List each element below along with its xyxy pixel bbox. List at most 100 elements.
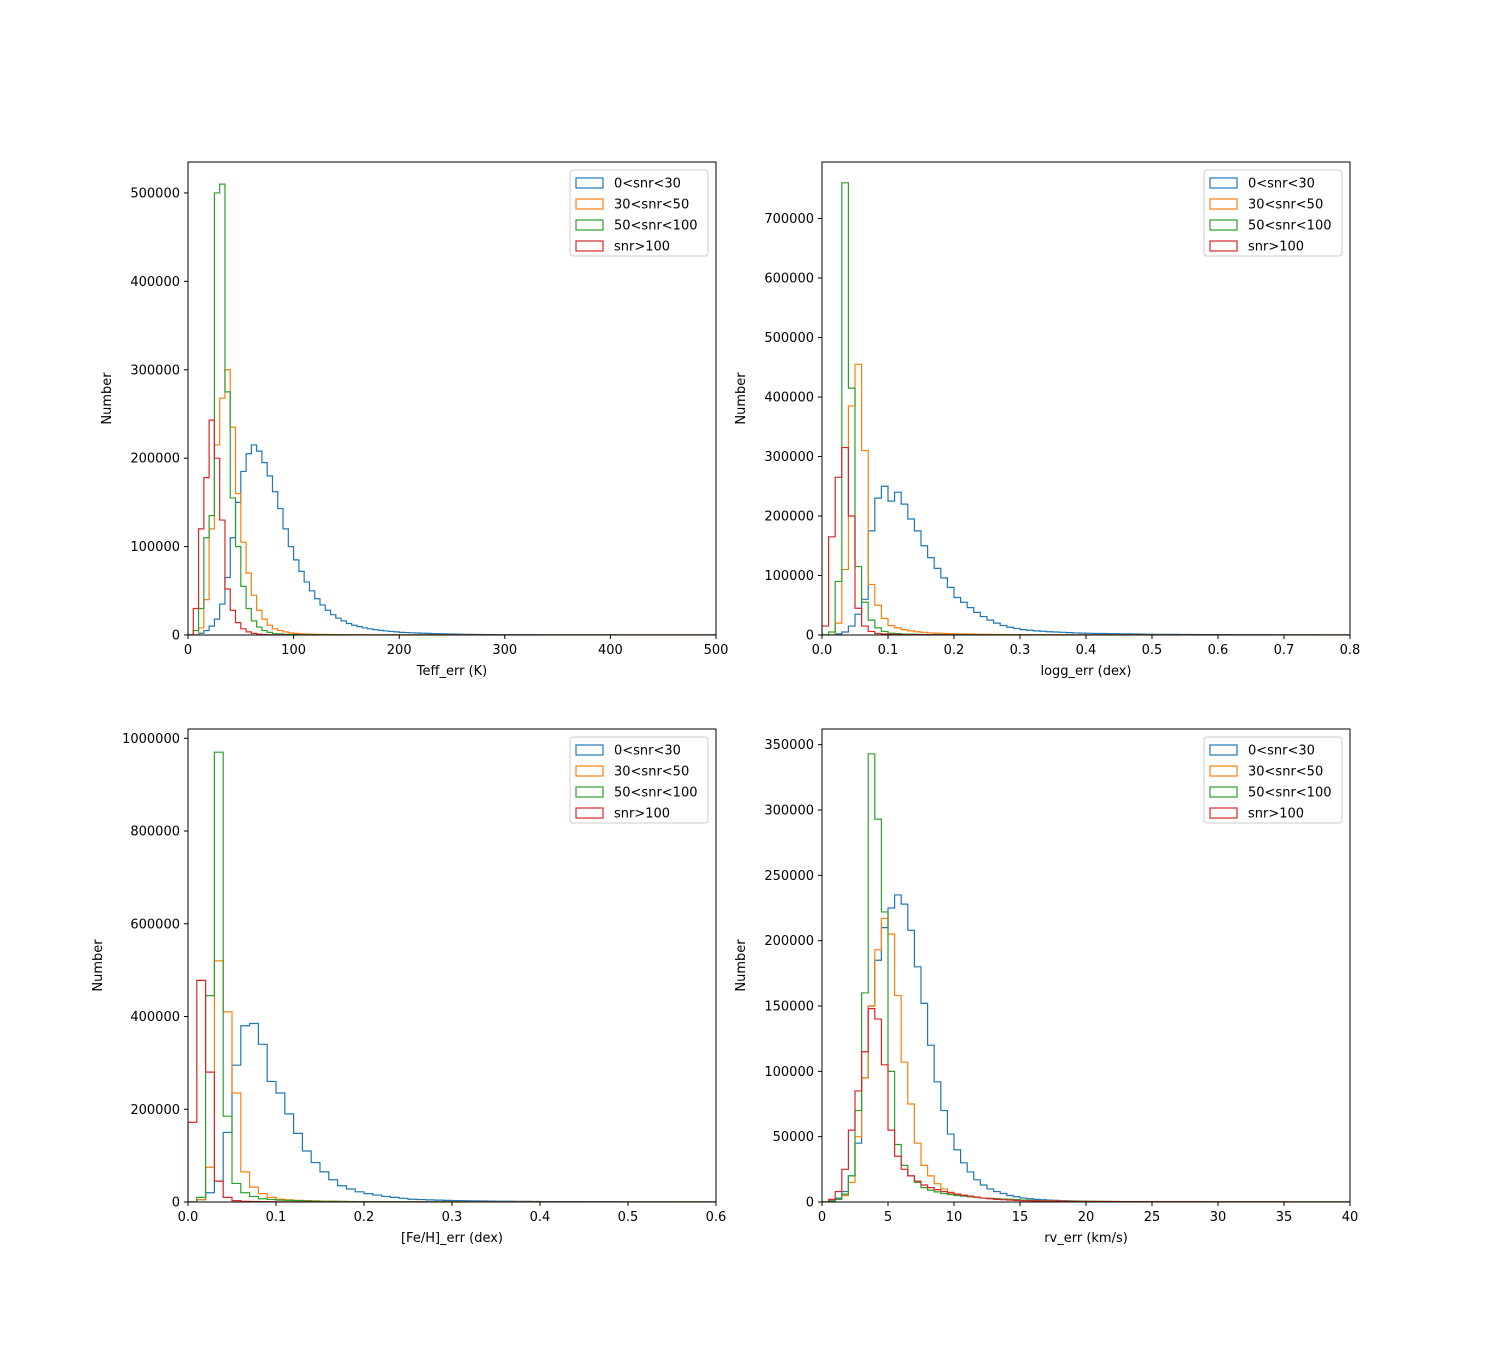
feh-err-x-tick-label-4: 0.4: [530, 1210, 551, 1225]
teff-err-x-axis-label: Teff_err (K): [416, 664, 487, 679]
logg-err-x-tick-label-3: 0.3: [1010, 643, 1031, 658]
logg-err-x-axis-label: logg_err (dex): [1040, 664, 1131, 679]
logg-err-y-tick-label-1: 100000: [764, 569, 814, 584]
teff-err-x-tick-label-3: 300: [492, 643, 517, 658]
logg-err-legend-swatch-3: [1209, 219, 1238, 231]
panel-rv-err: 0 5 10 15 20 25 30 35 40 0 50000 100000 150000 200000…: [734, 728, 1358, 1246]
feh-err-y-tick-label-0: 0: [172, 1196, 180, 1211]
feh-err-y-tick-label-1: 200000: [130, 1103, 180, 1118]
logg-err-x-tick-label-4: 0.4: [1076, 643, 1097, 658]
rv-err-x-tick-label-4: 20: [1078, 1210, 1095, 1225]
rv-err-x-axis-label: rv_err (km/s): [1044, 1231, 1128, 1246]
logg-err-y-axis-label: Number: [734, 372, 749, 425]
rv-err-legend-box: [1203, 736, 1343, 824]
teff-err-y-tick-label-5: 500000: [130, 186, 180, 201]
logg-err-y-tick-label-4: 400000: [764, 391, 814, 406]
feh-err-legend-swatch-3: [575, 786, 604, 798]
teff-err-y-tick-label-4: 400000: [130, 275, 180, 290]
rv-err-y-tick-label-0: 0: [806, 1196, 814, 1211]
teff-err-y-axis-label: Number: [100, 372, 115, 425]
teff-err-legend-swatch-1: [575, 177, 604, 189]
logg-err-x-tick-label-5: 0.5: [1142, 643, 1163, 658]
feh-err-legend-swatch-2: [575, 765, 604, 777]
feh-err-legend-label-4: snr>100: [614, 807, 670, 822]
teff-err-ticks: 0 100 200 300 400 500 0 100000 200000 300000 40000…: [130, 186, 728, 658]
panel-logg-err: 0.0 0.1 0.2 0.3 0.4 0.5 0.6 0.7 0.8 0 100000 200000…: [734, 161, 1360, 679]
rv-err-y-tick-label-7: 350000: [764, 738, 814, 753]
feh-err-x-tick-label-2: 0.2: [354, 1210, 375, 1225]
feh-err-legend-label-2: 30<snr<50: [614, 765, 689, 780]
logg-err-legend-box: [1203, 169, 1343, 257]
feh-err-x-tick-label-6: 0.6: [706, 1210, 727, 1225]
teff-err-legend-label-1: 0<snr<30: [614, 177, 681, 192]
logg-err-legend-swatch-1: [1209, 177, 1238, 189]
teff-err-legend-swatch-4: [575, 240, 604, 252]
feh-err-plot-frame: [187, 728, 717, 1203]
logg-err-x-tick-label-0: 0.0: [812, 643, 833, 658]
feh-err-legend-swatch-4: [575, 807, 604, 819]
teff-err-legend: 0<snr<30 30<snr<50 50<snr<100 snr>100: [569, 169, 709, 257]
logg-err-y-tick-label-5: 500000: [764, 331, 814, 346]
teff-err-x-tick-label-2: 200: [387, 643, 412, 658]
rv-err-y-axis-label: Number: [734, 939, 749, 992]
rv-err-legend-swatch-2: [1209, 765, 1238, 777]
rv-err-y-tick-label-5: 250000: [764, 869, 814, 884]
teff-err-plot-frame: [187, 161, 717, 636]
panel-feh-err: 0.0 0.1 0.2 0.3 0.4 0.5 0.6 0 200000 400000 600000…: [91, 728, 726, 1246]
logg-err-legend-swatch-4: [1209, 240, 1238, 252]
feh-err-y-tick-label-2: 400000: [130, 1010, 180, 1025]
feh-err-y-tick-label-3: 600000: [130, 917, 180, 932]
teff-err-legend-label-4: snr>100: [614, 240, 670, 255]
feh-err-y-axis-label: Number: [91, 939, 106, 992]
feh-err-x-tick-label-3: 0.3: [442, 1210, 463, 1225]
rv-err-y-tick-label-1: 50000: [773, 1130, 814, 1145]
logg-err-x-tick-label-2: 0.2: [944, 643, 965, 658]
logg-err-legend-label-4: snr>100: [1248, 240, 1304, 255]
rv-err-x-tick-label-1: 5: [884, 1210, 892, 1225]
feh-err-ticks: 0.0 0.1 0.2 0.3 0.4 0.5 0.6 0 200000 400000 600000…: [122, 732, 726, 1225]
logg-err-x-tick-label-1: 0.1: [878, 643, 899, 658]
feh-err-x-tick-label-5: 0.5: [618, 1210, 639, 1225]
teff-err-y-tick-label-2: 200000: [130, 452, 180, 467]
logg-err-y-tick-label-6: 600000: [764, 272, 814, 287]
teff-err-legend-swatch-3: [575, 219, 604, 231]
teff-err-x-tick-label-0: 0: [184, 643, 192, 658]
rv-err-legend-label-4: snr>100: [1248, 807, 1304, 822]
rv-err-legend-label-1: 0<snr<30: [1248, 744, 1315, 759]
rv-err-legend-swatch-3: [1209, 786, 1238, 798]
feh-err-x-tick-label-0: 0.0: [178, 1210, 199, 1225]
rv-err-y-tick-label-4: 200000: [764, 934, 814, 949]
teff-err-legend-box: [569, 169, 709, 257]
rv-err-x-tick-label-8: 40: [1342, 1210, 1359, 1225]
rv-err-legend: 0<snr<30 30<snr<50 50<snr<100 snr>100: [1203, 736, 1343, 824]
rv-err-legend-label-3: 50<snr<100: [1248, 786, 1332, 801]
rv-err-x-tick-label-6: 30: [1210, 1210, 1227, 1225]
teff-err-y-tick-label-3: 300000: [130, 363, 180, 378]
rv-err-legend-swatch-1: [1209, 744, 1238, 756]
logg-err-legend-label-3: 50<snr<100: [1248, 219, 1332, 234]
feh-err-legend-swatch-1: [575, 744, 604, 756]
rv-err-x-tick-label-7: 35: [1276, 1210, 1293, 1225]
logg-err-legend-label-2: 30<snr<50: [1248, 198, 1323, 213]
teff-err-y-tick-label-0: 0: [172, 629, 180, 644]
logg-err-legend-label-1: 0<snr<30: [1248, 177, 1315, 192]
logg-err-x-tick-label-7: 0.7: [1274, 643, 1295, 658]
feh-err-legend-label-1: 0<snr<30: [614, 744, 681, 759]
logg-err-plot-frame: [821, 161, 1351, 636]
panel-teff-err: 0 100 200 300 400 500 0 100000 200000 300000 40000…: [100, 161, 728, 679]
rv-err-ticks: 0 5 10 15 20 25 30 35 40 0 50000 100000 150000 200000…: [764, 738, 1358, 1225]
rv-err-x-tick-label-3: 15: [1012, 1210, 1029, 1225]
rv-err-y-tick-label-3: 150000: [764, 1000, 814, 1015]
teff-err-legend-label-2: 30<snr<50: [614, 198, 689, 213]
teff-err-y-tick-label-1: 100000: [130, 540, 180, 555]
teff-err-x-tick-label-5: 500: [704, 643, 729, 658]
teff-err-x-tick-label-4: 400: [598, 643, 623, 658]
logg-err-legend: 0<snr<30 30<snr<50 50<snr<100 snr>100: [1203, 169, 1343, 257]
feh-err-x-tick-label-1: 0.1: [266, 1210, 287, 1225]
feh-err-legend-label-3: 50<snr<100: [614, 786, 698, 801]
logg-err-y-tick-label-3: 300000: [764, 450, 814, 465]
feh-err-x-axis-label: [Fe/H]_err (dex): [401, 1231, 503, 1246]
rv-err-y-tick-label-2: 100000: [764, 1065, 814, 1080]
feh-err-legend-box: [569, 736, 709, 824]
